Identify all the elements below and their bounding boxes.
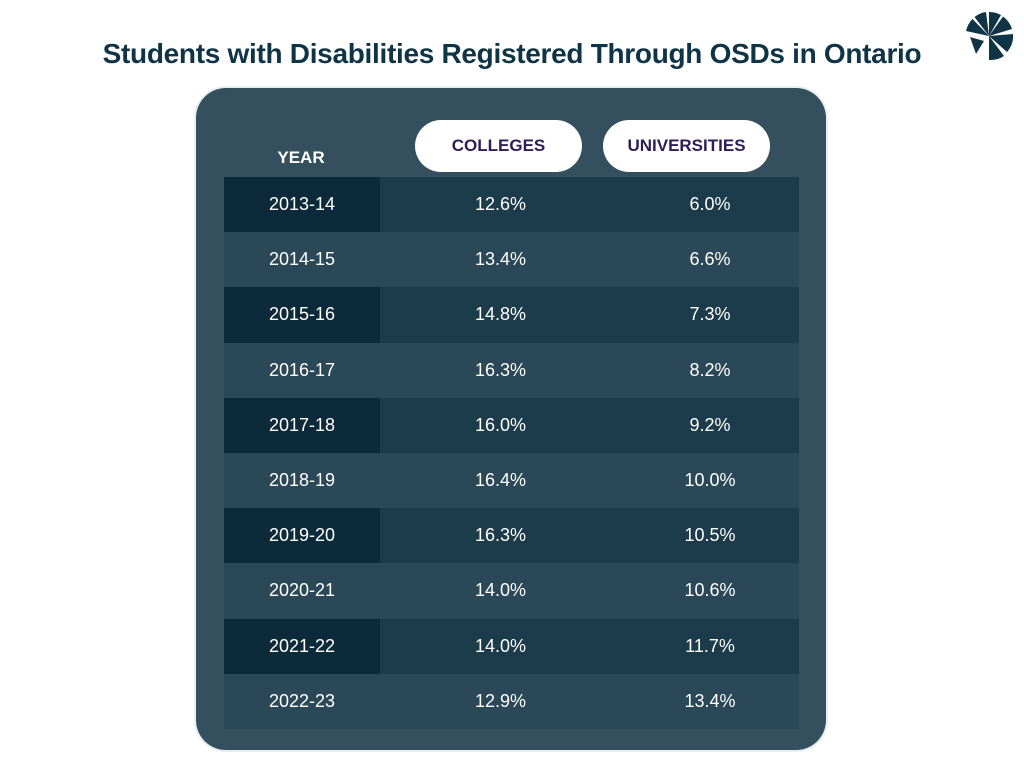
table-row: 2017-18 16.0% 9.2% xyxy=(224,397,799,453)
universities-cell: 9.2% xyxy=(689,414,731,435)
year-column-header: YEAR xyxy=(277,148,325,167)
universities-cell: 13.4% xyxy=(684,690,736,711)
colleges-cell: 12.6% xyxy=(474,194,527,215)
table-row: 2013-14 12.6% 6.0% xyxy=(224,177,799,233)
year-cell: 2018-19 xyxy=(224,452,380,509)
brand-logo-icon xyxy=(966,11,1014,61)
table-row: 2018-19 16.4% 10.0% xyxy=(224,452,799,509)
universities-cell: 7.3% xyxy=(689,304,731,325)
chart-title: Students with Disabilities Registered Th… xyxy=(102,38,922,69)
universities-cell: 8.2% xyxy=(689,359,731,380)
table-row: 2022-23 12.9% 13.4% xyxy=(224,673,799,729)
year-cell: 2013-14 xyxy=(224,177,380,233)
year-cell: 2019-20 xyxy=(224,508,380,564)
universities-column-header: UNIVERSITIES xyxy=(603,120,770,172)
year-cell: 2020-21 xyxy=(224,563,380,619)
year-cell: 2014-15 xyxy=(224,232,380,288)
universities-cell: 6.6% xyxy=(689,249,731,270)
year-cell: 2016-17 xyxy=(224,342,380,398)
table-row: 2015-16 14.8% 7.3% xyxy=(224,287,799,343)
universities-cell: 10.6% xyxy=(684,580,736,601)
universities-cell: 6.0% xyxy=(689,194,731,215)
year-cell: 2021-22 xyxy=(224,618,380,674)
year-cell: 2015-16 xyxy=(224,287,380,343)
universities-cell: 10.0% xyxy=(684,470,736,491)
colleges-cell: 14.0% xyxy=(474,580,527,601)
universities-cell: 11.7% xyxy=(685,635,735,656)
table-row: 2019-20 16.3% 10.5% xyxy=(224,508,799,564)
table-row: 2016-17 16.3% 8.2% xyxy=(224,342,799,398)
table-row: 2020-21 14.0% 10.6% xyxy=(224,563,799,619)
table-row: 2014-15 13.4% 6.6% xyxy=(224,232,799,288)
colleges-cell: 12.9% xyxy=(474,690,527,711)
year-cell: 2022-23 xyxy=(224,673,380,729)
colleges-cell: 16.3% xyxy=(474,525,527,546)
colleges-cell: 16.0% xyxy=(474,414,527,435)
year-cell: 2017-18 xyxy=(224,397,380,453)
colleges-cell: 16.4% xyxy=(474,470,527,491)
table-row: 2021-22 14.0% 11.7% xyxy=(224,618,799,674)
colleges-cell: 16.3% xyxy=(474,359,527,380)
colleges-cell: 14.0% xyxy=(474,635,527,656)
colleges-column-header: COLLEGES xyxy=(415,120,582,172)
colleges-cell: 14.8% xyxy=(474,304,527,325)
data-table-card: YEAR COLLEGES UNIVERSITIES 2013-14 12.6%… xyxy=(196,88,826,750)
colleges-cell: 13.4% xyxy=(474,249,527,270)
universities-cell: 10.5% xyxy=(684,525,736,546)
data-table: 2013-14 12.6% 6.0% 2014-15 13.4% 6.6% 20… xyxy=(224,177,799,729)
